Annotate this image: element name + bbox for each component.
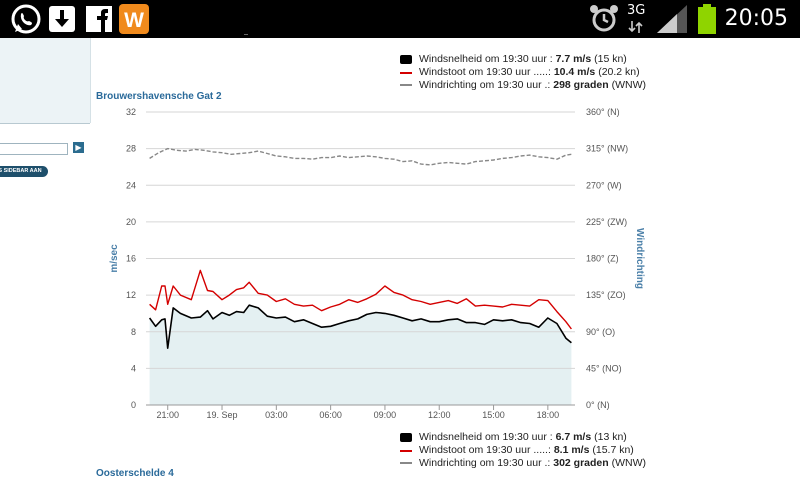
sidebar-divider [0,123,90,124]
y-axis-title: m/sec [109,244,120,273]
y-tick-label: 0 [131,400,136,410]
legend-extra: (15.7 kn) [589,444,634,456]
y-tick-label: 4 [131,363,136,373]
sidebar-panel [0,38,91,123]
facebook-icon[interactable] [83,3,115,35]
x-tick-label: 21:00 [156,410,179,420]
legend-extra: (13 kn) [591,431,627,443]
legend-value: 302 graden [553,457,609,469]
search-input[interactable] [0,143,68,155]
legend-swatch-gust [400,72,412,74]
direction-line [149,147,572,166]
whatsapp-icon[interactable] [10,3,42,35]
station-title-bottom[interactable]: Oosterschelde 4 [96,468,174,479]
y2-tick-label: 270° (W) [586,180,622,190]
legend-value: 298 graden [553,79,609,91]
legend-swatch-speed [400,55,412,64]
y2-tick-label: 0° (N) [586,400,610,410]
sidebar-toggle-button[interactable]: S SIDEBAR AAN [0,166,48,177]
legend-extra: (15 kn) [591,53,627,65]
legend-value: 8.1 m/s [553,444,590,456]
signal-icon [657,5,687,33]
app-badge-letter: W [124,9,144,32]
speed-area [149,305,572,405]
network-type: 3G [627,3,646,18]
legend-swatch-direction [400,84,412,86]
legend-label: Windstoot om 19:30 uur .....: [419,66,554,78]
y2-tick-label: 360° (N) [586,107,620,117]
y2-tick-label: 45° (NO) [586,363,622,373]
legend-extra: (WNW) [608,79,647,91]
legend-label: Windstoot om 19:30 uur .....: [419,444,554,456]
x-tick-label: 06:00 [319,410,342,420]
y2-axis-title: Windrichting [634,228,645,289]
legend-swatch-gust [400,450,412,452]
legend-label: Windrichting om 19:30 uur .: [419,79,554,91]
legend-extra: (WNW) [608,457,647,469]
search-go-button[interactable]: ▶ [73,142,84,153]
status-bar: W 3G 20:05 [0,0,800,38]
y2-tick-label: 315° (NW) [586,144,628,154]
y2-tick-label: 180° (Z) [586,254,619,264]
legend-swatch-speed [400,433,412,442]
legend-extra: (20.2 kn) [595,66,640,78]
y2-tick-label: 135° (ZO) [586,290,626,300]
y-tick-label: 24 [126,180,136,190]
y-tick-label: 28 [126,144,136,154]
alarm-icon [590,5,618,32]
y-tick-label: 8 [131,327,136,337]
app-w-icon[interactable]: W [118,3,150,35]
legend-value: 7.7 m/s [555,53,592,65]
y-tick-label: 32 [126,107,136,117]
gust-line [149,269,572,330]
x-tick-label: 03:00 [265,410,288,420]
clock: 20:05 [724,6,788,31]
wind-chart: 0 0° (N) 4 45° (NO) 8 90° (O) 12 135° (ZO) 16 180… [109,107,645,420]
legend-label: Windsnelheid om 19:30 uur : [419,53,556,65]
data-arrows-icon [628,21,643,33]
speed-line [148,304,572,349]
legend-label: Windsnelheid om 19:30 uur : [419,431,556,443]
x-tick-label: 18:00 [537,410,560,420]
legend-value: 6.7 m/s [555,431,592,443]
y-tick-label: 16 [126,254,136,264]
battery-icon [698,4,716,34]
legend-label: Windrichting om 19:30 uur .: [419,457,554,469]
station-title-top[interactable]: Brouwershavensche Gat 2 [96,91,222,102]
y2-tick-label: 225° (ZW) [586,217,627,227]
legend-swatch-direction [400,462,412,464]
y-tick-label: 20 [126,217,136,227]
x-tick-label: 12:00 [428,410,451,420]
sidebar: ▶ S SIDEBAR AAN [0,38,92,480]
x-tick-label: 15:00 [482,410,505,420]
download-icon[interactable] [46,3,78,35]
legend-value: 10.4 m/s [553,66,596,78]
y2-tick-label: 90° (O) [586,327,615,337]
x-tick-label: 09:00 [374,410,397,420]
divider-tick [244,34,248,35]
y-tick-label: 12 [126,290,136,300]
x-tick-label: 19. Sep [207,410,238,420]
